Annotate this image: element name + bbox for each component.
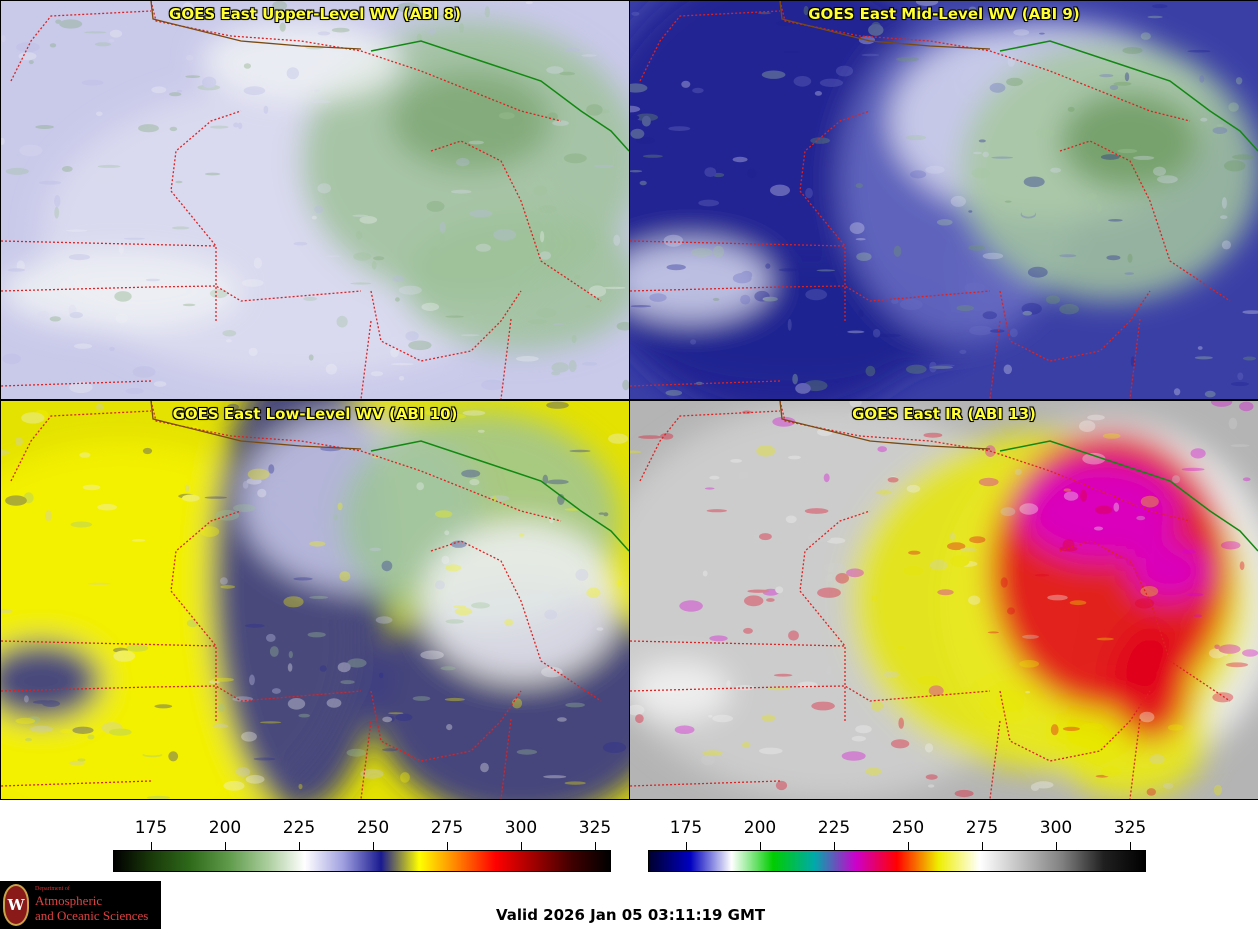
colorbar-tick-mark [982,842,983,850]
logo-line-3: and Oceanic Sciences [35,908,149,923]
colorbar-tick-mark [908,842,909,850]
panel-title: GOES East Mid-Level WV (ABI 9) [808,5,1080,23]
colorbar-tick-label: 225 [282,818,316,838]
colorbar-tick-mark [299,842,300,850]
panel-title: GOES East IR (ABI 13) [852,405,1036,423]
colorbar-tick-mark [521,842,522,850]
low-level-wv-panel: GOES East Low-Level WV (ABI 10) [0,400,630,800]
colorbar-tick-label: 200 [743,818,777,838]
aos-logo: W Department of Atmospheric and Oceanic … [0,881,161,929]
colorbar-tick-label: 300 [504,818,538,838]
satellite-image [630,401,1258,799]
uw-seal-icon: W [3,884,29,926]
colorbar-tick-label: 325 [1113,818,1147,838]
upper-level-wv-panel: GOES East Upper-Level WV (ABI 8) [0,0,630,400]
panel-title: GOES East Upper-Level WV (ABI 8) [169,5,461,23]
colorbar-tick-mark [686,842,687,850]
satellite-image [1,1,629,399]
mid-level-wv-panel: GOES East Mid-Level WV (ABI 9) [629,0,1258,400]
wv-colorbar [113,850,611,872]
colorbar-tick-mark [447,842,448,850]
colorbar-tick-label: 275 [965,818,999,838]
colorbar-tick-mark [151,842,152,850]
colorbar-tick-label: 225 [817,818,851,838]
logo-line-1: Department of [35,886,70,892]
colorbar-tick-label: 300 [1039,818,1073,838]
wv-colorbar-ticks: 175 200 225 250 275 300 325 [113,818,612,850]
valid-time: Valid 2026 Jan 05 03:11:19 GMT [496,906,766,924]
colorbar-tick-mark [834,842,835,850]
colorbar-tick-label: 250 [891,818,925,838]
colorbar-tick-mark [373,842,374,850]
colorbar-tick-mark [760,842,761,850]
colorbar-tick-mark [595,842,596,850]
colorbar-tick-label: 175 [134,818,168,838]
colorbar-tick-mark [225,842,226,850]
ir-colorbar-ticks: 175 200 225 250 275 300 325 [648,818,1147,850]
colorbar-tick-label: 175 [669,818,703,838]
colorbar-tick-mark [1056,842,1057,850]
ir-panel: GOES East IR (ABI 13) [629,400,1258,800]
satellite-image [1,401,629,799]
colorbar-tick-label: 250 [356,818,390,838]
colorbar-tick-label: 275 [430,818,464,838]
colorbar-tick-mark [1130,842,1131,850]
colorbar-tick-label: 200 [208,818,242,838]
colorbar-tick-label: 325 [578,818,612,838]
panel-title: GOES East Low-Level WV (ABI 10) [172,405,458,423]
logo-line-2: Atmospheric [35,893,103,908]
ir-colorbar [648,850,1146,872]
satellite-image [630,1,1258,399]
